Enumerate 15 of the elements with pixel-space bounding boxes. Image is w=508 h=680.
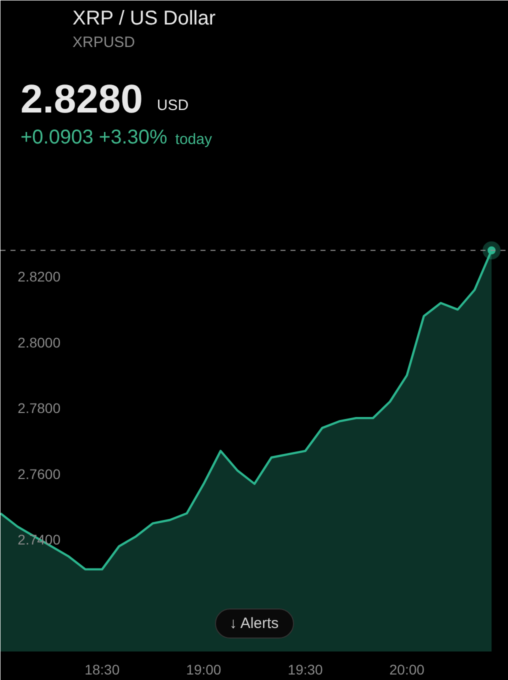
chart-title: XRP / US Dollar bbox=[72, 8, 216, 30]
y-tick-label: 2.8000 bbox=[18, 334, 61, 350]
text: XRPUSD bbox=[72, 34, 136, 51]
x-tick-label: 20:00 bbox=[389, 662, 425, 678]
y-tick-label: 2.7600 bbox=[18, 466, 61, 482]
annotation: +0.0903 +3.30% bbox=[20, 126, 168, 148]
y-tick-label: 2.8200 bbox=[18, 268, 61, 285]
annotation: USD bbox=[156, 97, 189, 114]
x-tick-label: 19:30 bbox=[288, 662, 324, 678]
annotation: 2.8280 bbox=[20, 78, 143, 122]
annotation: today bbox=[175, 131, 212, 148]
x-tick-label: 19:00 bbox=[186, 662, 222, 678]
annotation: ↓ Alerts bbox=[229, 615, 279, 632]
y-tick-label: 2.7800 bbox=[18, 400, 61, 416]
x-tick-label: 18:30 bbox=[84, 662, 120, 678]
